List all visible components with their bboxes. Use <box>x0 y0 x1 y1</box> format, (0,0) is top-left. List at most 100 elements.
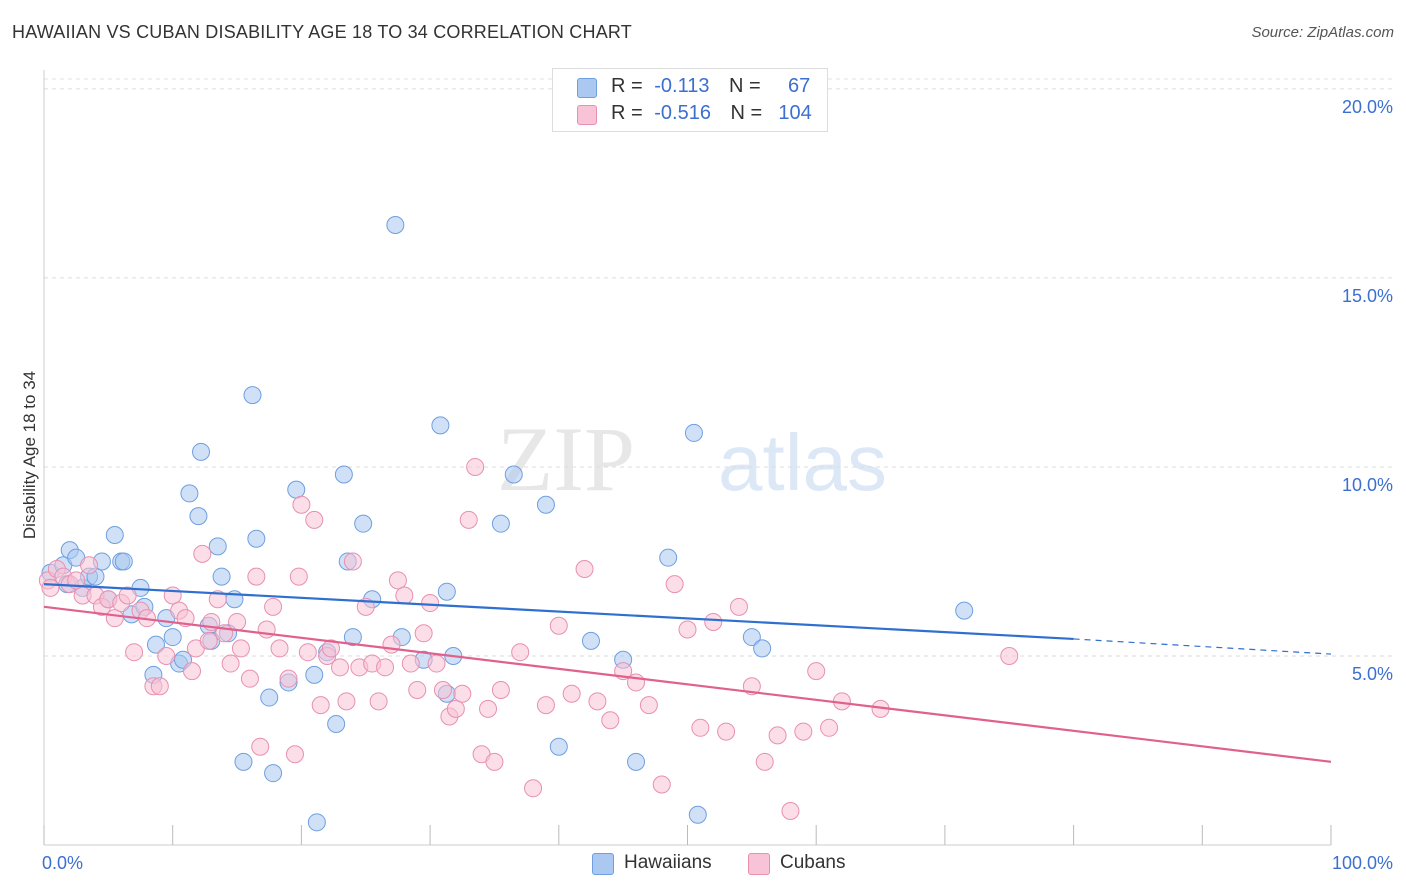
data-point-hawaiians <box>955 601 974 620</box>
legend-text-hawaiians: R = -0.113 N = 67 <box>611 75 810 98</box>
data-point-hawaiians <box>491 514 510 533</box>
legend-r-label: R = <box>611 75 643 97</box>
y-tick-label: 15.0% <box>1342 286 1393 306</box>
data-point-hawaiians <box>688 805 707 824</box>
data-point-cubans <box>549 616 568 635</box>
data-point-cubans <box>639 696 658 715</box>
data-point-hawaiians <box>180 484 199 503</box>
data-point-hawaiians <box>264 764 283 783</box>
data-point-cubans <box>270 639 289 658</box>
data-point-cubans <box>601 711 620 730</box>
data-point-hawaiians <box>208 537 227 556</box>
data-point-cubans <box>755 752 774 771</box>
data-point-cubans <box>691 718 710 737</box>
data-point-cubans <box>781 801 800 820</box>
trend-line-cubans <box>43 605 1332 763</box>
data-point-cubans <box>163 586 182 605</box>
legend: R = -0.113 N = 67 R = -0.516 N = 104 <box>552 68 828 132</box>
axes <box>43 70 1332 846</box>
x-tick-label-min: 0.0% <box>42 853 83 873</box>
data-point-cubans <box>292 495 311 514</box>
data-point-cubans <box>264 597 283 616</box>
data-point-hawaiians <box>753 639 772 658</box>
watermark-atlas: atlas <box>718 418 887 507</box>
data-point-cubans <box>105 609 124 628</box>
data-point-hawaiians <box>243 386 262 405</box>
x-tick-label-max: 100.0% <box>1332 853 1393 873</box>
data-point-cubans <box>588 692 607 711</box>
data-point-hawaiians <box>146 635 165 654</box>
data-point-cubans <box>704 612 723 631</box>
tick-labels: 5.0% 10.0% 15.0% 20.0% 0.0% 100.0% <box>42 97 1393 873</box>
bottom-legend-swatch-cubans <box>748 853 770 875</box>
watermark: ZIP atlas <box>497 408 887 510</box>
data-point-cubans <box>401 654 420 673</box>
data-point-cubans <box>298 643 317 662</box>
data-point-cubans <box>491 681 510 699</box>
legend-r-label: R = <box>611 102 643 124</box>
bottom-legend-label-hawaiians: Hawaiians <box>624 852 712 873</box>
data-point-cubans <box>794 722 813 741</box>
data-point-cubans <box>446 699 465 718</box>
data-point-cubans <box>433 681 452 699</box>
data-point-hawaiians <box>105 526 124 544</box>
data-point-cubans <box>820 718 839 737</box>
data-point-cubans <box>575 560 594 579</box>
data-point-cubans <box>421 594 440 613</box>
data-point-cubans <box>524 779 543 798</box>
data-point-cubans <box>279 669 298 688</box>
data-point-cubans <box>511 643 530 662</box>
data-point-hawaiians <box>114 552 133 571</box>
data-point-cubans <box>337 692 356 711</box>
legend-n-label: N = <box>730 102 763 124</box>
series-layer <box>38 216 1019 832</box>
legend-n-value: 104 <box>778 102 812 124</box>
data-point-hawaiians <box>327 715 346 734</box>
chart-title: HAWAIIAN VS CUBAN DISABILITY AGE 18 TO 3… <box>12 22 632 42</box>
data-point-cubans <box>221 654 240 673</box>
legend-r-value: -0.113 <box>654 75 710 97</box>
bottom-legend-swatch-hawaiians <box>592 853 614 875</box>
data-point-cubans <box>717 722 736 741</box>
data-point-hawaiians <box>192 442 211 461</box>
trend-line-hawaiians <box>43 583 1074 641</box>
data-point-cubans <box>388 571 407 590</box>
data-point-hawaiians <box>504 465 523 484</box>
data-point-cubans <box>459 510 478 529</box>
data-point-cubans <box>427 654 446 673</box>
data-point-cubans <box>228 612 247 631</box>
data-point-hawaiians <box>684 423 703 442</box>
data-point-hawaiians <box>234 752 253 771</box>
legend-swatch-cubans <box>577 105 597 125</box>
data-point-hawaiians <box>742 628 761 647</box>
data-point-cubans <box>369 692 388 711</box>
data-point-hawaiians <box>437 582 456 601</box>
data-point-cubans <box>343 552 362 571</box>
y-axis-label: Disability Age 18 to 34 <box>20 370 39 540</box>
data-point-cubans <box>322 639 341 658</box>
data-point-hawaiians <box>163 628 182 647</box>
y-tick-label: 5.0% <box>1352 664 1393 684</box>
data-point-cubans <box>479 699 498 718</box>
legend-text-cubans: R = -0.516 N = 104 <box>611 102 812 125</box>
chart-source: Source: ZipAtlas.com <box>1251 24 1394 41</box>
data-point-cubans <box>485 752 504 771</box>
grid-lines <box>44 78 1393 657</box>
data-point-hawaiians <box>260 688 279 707</box>
data-point-hawaiians <box>189 507 208 526</box>
data-point-hawaiians <box>627 752 646 771</box>
data-point-cubans <box>118 586 137 605</box>
series-hawaiians <box>41 216 974 832</box>
legend-n-label: N = <box>729 75 761 97</box>
data-point-hawaiians <box>287 480 306 499</box>
series-cubans <box>38 457 1019 820</box>
data-point-hawaiians <box>659 548 678 567</box>
data-point-cubans <box>240 669 259 688</box>
data-point-hawaiians <box>354 514 373 533</box>
data-point-cubans <box>247 567 266 586</box>
trend-line-extension-hawaiians <box>1073 638 1332 655</box>
data-point-hawaiians <box>343 628 362 647</box>
data-point-cubans <box>678 620 697 639</box>
data-point-cubans <box>285 745 304 764</box>
